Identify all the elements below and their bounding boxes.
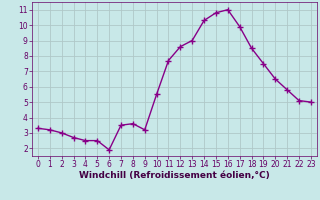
X-axis label: Windchill (Refroidissement éolien,°C): Windchill (Refroidissement éolien,°C) [79, 171, 270, 180]
